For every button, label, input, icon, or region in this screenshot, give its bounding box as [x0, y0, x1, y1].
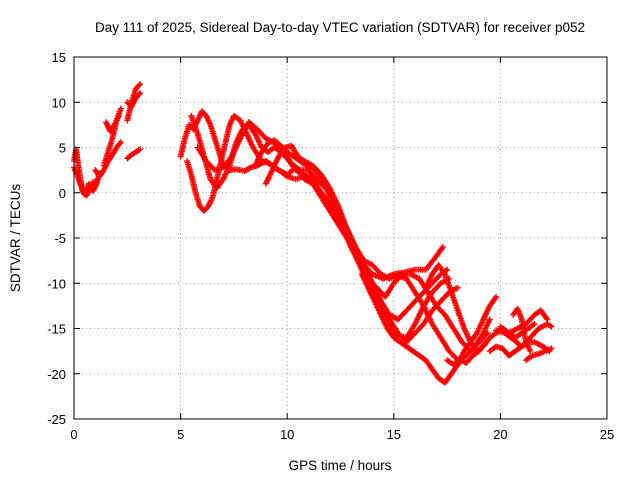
- x-tick-label: 25: [600, 427, 614, 442]
- data-point: [246, 165, 253, 172]
- data-series: [522, 345, 555, 364]
- axis-ticks: 0 5 10 15 20 25 -25 -20 -15 -10 -5 0 5 10 15: [47, 50, 614, 442]
- data-point: [530, 321, 537, 328]
- data-series: [102, 112, 122, 135]
- data-point: [115, 112, 122, 119]
- y-tick-label: 0: [59, 186, 66, 201]
- y-tick-label: -15: [47, 322, 66, 337]
- chart-title: Day 111 of 2025, Sidereal Day-to-day VTE…: [95, 20, 585, 35]
- data-point: [548, 323, 555, 330]
- data-point: [531, 320, 538, 327]
- data-series: [444, 339, 489, 368]
- y-tick-label: -5: [54, 231, 66, 246]
- data-series: [124, 90, 144, 110]
- data-point: [117, 105, 124, 112]
- data-point: [439, 244, 446, 251]
- x-tick-label: 0: [70, 427, 77, 442]
- y-tick-label: -25: [47, 412, 66, 427]
- y-axis-label: SDTVAR / TECUs: [8, 184, 23, 293]
- data-point: [486, 316, 493, 323]
- plot-frame: [73, 56, 608, 420]
- data-point: [544, 316, 551, 323]
- data-point: [481, 340, 488, 347]
- data-point: [548, 345, 555, 352]
- x-tick-label: 5: [177, 427, 184, 442]
- data-series: [124, 146, 144, 162]
- data-point: [137, 146, 144, 153]
- x-axis-label: GPS time / hours: [289, 458, 392, 473]
- x-tick-label: 20: [493, 427, 507, 442]
- data-series: [358, 271, 500, 386]
- data-point: [117, 139, 124, 146]
- y-tick-label: -10: [47, 276, 66, 291]
- y-tick-label: 5: [59, 141, 66, 156]
- data-point: [438, 245, 445, 252]
- data-point: [136, 82, 143, 89]
- data-point: [543, 315, 550, 322]
- y-tick-label: 10: [52, 95, 66, 110]
- data-point: [137, 90, 144, 97]
- data-point: [454, 284, 461, 291]
- data-point: [527, 348, 534, 355]
- data-series: [510, 305, 534, 355]
- data-point: [136, 91, 143, 98]
- y-tick-label: -20: [47, 367, 66, 382]
- data-series: [194, 119, 491, 355]
- data-point: [493, 293, 500, 300]
- data-point: [482, 339, 489, 346]
- data-points: [71, 81, 555, 386]
- y-tick-label: 15: [52, 50, 66, 65]
- data-series: [177, 108, 451, 323]
- data-series: [252, 137, 446, 282]
- x-tick-label: 10: [280, 427, 294, 442]
- x-tick-label: 15: [387, 427, 401, 442]
- data-point: [492, 295, 499, 302]
- data-point: [137, 81, 144, 88]
- grid-lines: [74, 57, 607, 419]
